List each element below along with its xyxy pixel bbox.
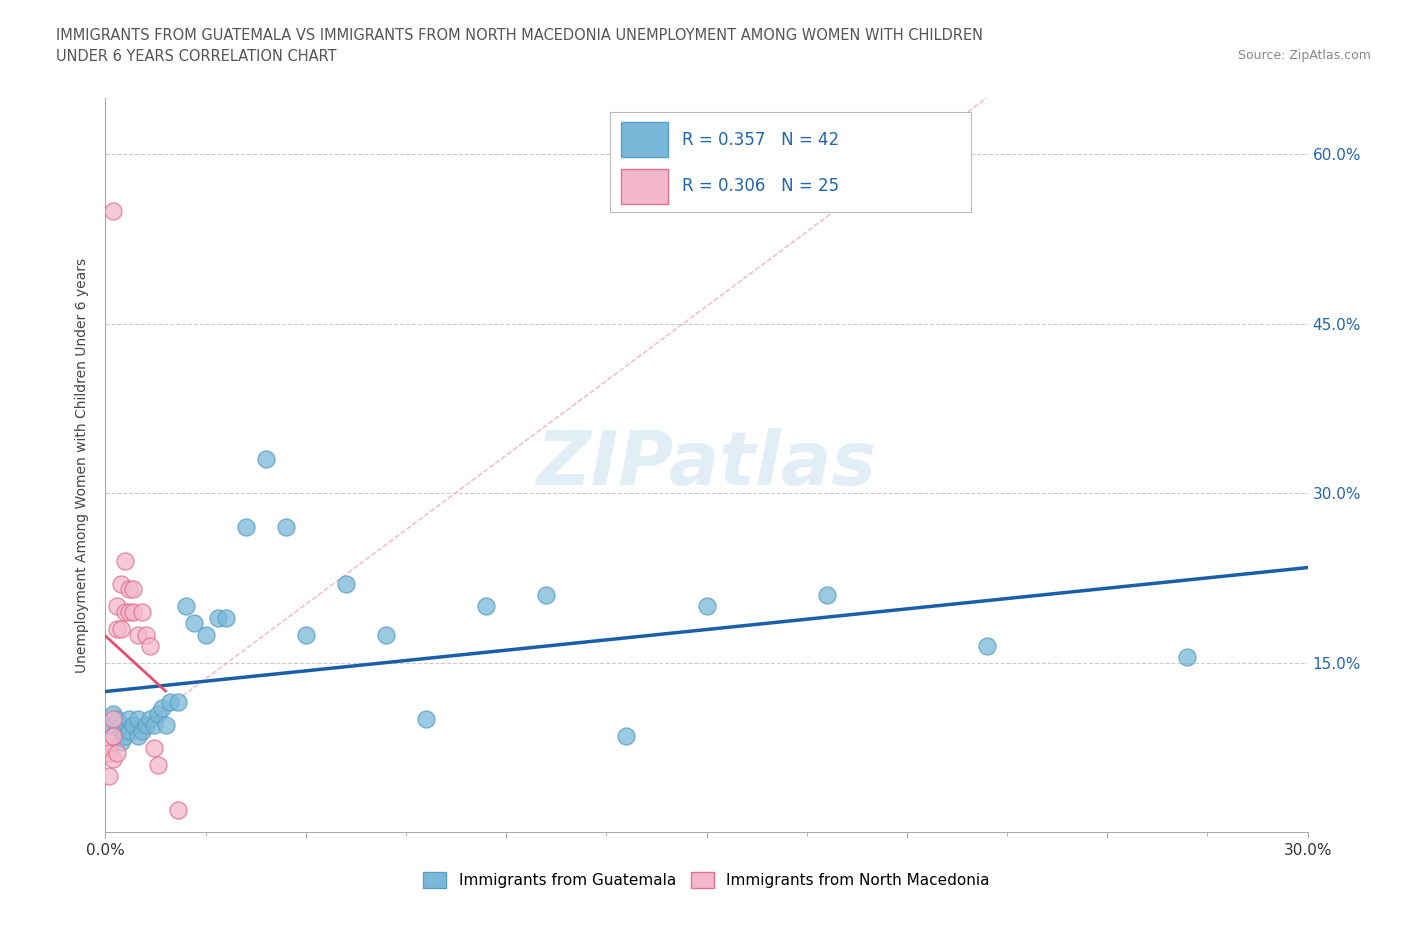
Point <box>127 729 149 744</box>
Point <box>142 718 165 733</box>
Point <box>107 599 129 614</box>
Text: ZIPatlas: ZIPatlas <box>537 429 876 501</box>
Point <box>107 621 129 636</box>
Point <box>122 604 145 619</box>
Point <box>122 718 145 733</box>
Point <box>103 729 125 744</box>
Point <box>103 751 125 766</box>
Point <box>110 621 132 636</box>
Point <box>166 695 188 710</box>
Point <box>150 700 173 715</box>
Point <box>135 718 157 733</box>
Y-axis label: Unemployment Among Women with Children Under 6 years: Unemployment Among Women with Children U… <box>76 258 90 672</box>
Point <box>295 627 318 642</box>
Point <box>135 627 157 642</box>
Point <box>107 724 129 738</box>
Text: IMMIGRANTS FROM GUATEMALA VS IMMIGRANTS FROM NORTH MACEDONIA UNEMPLOYMENT AMONG : IMMIGRANTS FROM GUATEMALA VS IMMIGRANTS … <box>56 28 983 43</box>
Point <box>103 204 125 219</box>
Point <box>214 610 236 625</box>
Point <box>98 740 121 755</box>
Point <box>114 604 136 619</box>
Point <box>335 577 357 591</box>
Point <box>103 711 125 726</box>
Legend: Immigrants from Guatemala, Immigrants from North Macedonia: Immigrants from Guatemala, Immigrants fr… <box>418 867 995 895</box>
Point <box>118 711 141 726</box>
Point <box>131 604 153 619</box>
Point <box>146 757 169 772</box>
Point <box>127 627 149 642</box>
Point <box>98 746 121 761</box>
Point <box>254 452 277 467</box>
Point <box>107 711 129 726</box>
Point <box>815 588 838 603</box>
Point <box>155 718 177 733</box>
Point <box>138 638 160 653</box>
Point <box>103 729 125 744</box>
Point <box>118 582 141 597</box>
Point <box>110 735 132 750</box>
Point <box>122 582 145 597</box>
Point <box>98 718 121 733</box>
Point <box>118 724 141 738</box>
Point <box>127 711 149 726</box>
Point <box>475 599 498 614</box>
Point <box>183 616 205 631</box>
Point <box>142 740 165 755</box>
Point <box>98 735 121 750</box>
Point <box>415 711 437 726</box>
Point <box>235 520 257 535</box>
Point <box>114 729 136 744</box>
Text: UNDER 6 YEARS CORRELATION CHART: UNDER 6 YEARS CORRELATION CHART <box>56 49 337 64</box>
Point <box>194 627 217 642</box>
Point <box>103 706 125 721</box>
Point <box>118 604 141 619</box>
Point <box>98 768 121 783</box>
Point <box>696 599 718 614</box>
Point <box>534 588 557 603</box>
Point <box>110 718 132 733</box>
Point <box>146 706 169 721</box>
Point <box>114 553 136 568</box>
Point <box>166 803 188 817</box>
Point <box>374 627 398 642</box>
Point <box>274 520 297 535</box>
Point <box>616 729 638 744</box>
Point <box>976 638 998 653</box>
Point <box>138 711 160 726</box>
Point <box>110 577 132 591</box>
Point <box>159 695 181 710</box>
Point <box>1177 650 1199 665</box>
Point <box>96 740 118 755</box>
Point <box>207 610 229 625</box>
Point <box>131 724 153 738</box>
Text: Source: ZipAtlas.com: Source: ZipAtlas.com <box>1237 49 1371 62</box>
Point <box>107 746 129 761</box>
Point <box>174 599 197 614</box>
